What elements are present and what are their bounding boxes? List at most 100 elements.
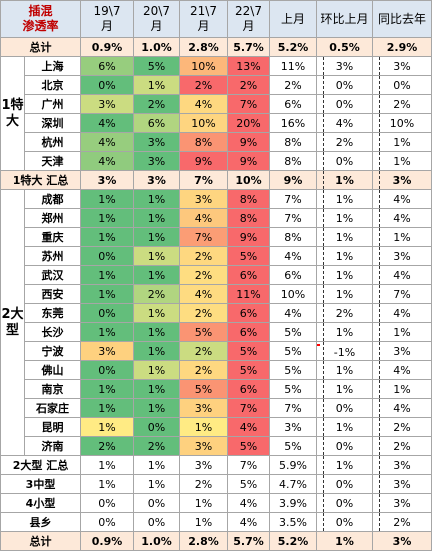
cell-text: 3%	[393, 496, 411, 510]
value-cell: 0%	[80, 246, 135, 266]
cell-text: 7%	[194, 173, 213, 187]
value-cell: 2%	[179, 246, 229, 266]
value-cell: 1%	[133, 265, 181, 285]
cell-text: 0%	[335, 477, 354, 491]
value-cell: 0%	[316, 94, 374, 114]
cell-text: 2.8%	[188, 534, 219, 548]
bar-axis	[322, 437, 324, 455]
table-row: 1特大 上海 6% 5% 10% 13% 11% 3% 3%	[0, 56, 432, 171]
cell-text: 1%	[393, 154, 411, 168]
cell-text: 2%	[393, 420, 411, 434]
cell-text: 4%	[194, 287, 213, 301]
cell-text: 2%	[147, 287, 166, 301]
bar-axis	[322, 456, 324, 474]
table-row: 石家庄 1% 1% 3% 7% 7% 0% 4%	[1, 398, 432, 418]
cell-text: 0%	[335, 78, 354, 92]
value-cell: 1%	[80, 417, 135, 437]
value-cell: 0%	[80, 493, 135, 513]
row-label: 宁波	[23, 341, 82, 361]
cell-text: 3%	[392, 534, 412, 548]
value-cell: 0.9%	[80, 37, 135, 57]
value-cell: -1%	[316, 341, 374, 361]
cell-text: 4%	[393, 363, 411, 377]
value-cell: 1%	[179, 512, 229, 532]
cell-text: 5%	[284, 325, 302, 339]
row-label: 广州	[23, 94, 82, 114]
cell-text: 10%	[191, 116, 216, 130]
table-row: 总计 0.9% 1.0% 2.8% 5.7% 5.2% 1% 3%	[0, 531, 432, 551]
value-cell: 3%	[80, 94, 135, 114]
cell-text: 0.9%	[91, 40, 123, 54]
value-cell: 7%	[179, 227, 229, 247]
header-cell: 22\7 月	[227, 0, 271, 38]
value-cell: 0%	[80, 512, 135, 532]
value-cell: 0%	[316, 75, 374, 95]
bar-axis	[378, 209, 380, 227]
value-cell: 8%	[227, 208, 271, 228]
table-row: 佛山 0% 1% 2% 5% 5% 1% 4%	[1, 360, 432, 380]
cell-text: 2%	[194, 249, 213, 263]
cell-text: 2%	[194, 477, 213, 491]
cell-text: 5%	[194, 325, 213, 339]
value-cell: 3%	[269, 417, 318, 437]
value-cell: 2%	[133, 284, 181, 304]
cell-text: 3%	[393, 249, 411, 263]
cell-text: 1%	[147, 268, 166, 282]
value-cell: 2%	[179, 474, 229, 494]
cell-text: 4%	[239, 420, 258, 434]
cell-text: 7%	[239, 458, 258, 472]
header-cell: 同比去年	[372, 0, 432, 38]
value-cell: 5.2%	[269, 531, 318, 551]
cell-text: 4%	[335, 116, 354, 130]
cell-text: 4%	[239, 515, 258, 529]
value-cell: 3%	[80, 170, 135, 190]
cell-text: 0%	[98, 249, 116, 263]
table-row: 4小型 0% 0% 1% 4% 3.9% 0% 3%	[0, 493, 432, 513]
value-cell: 5%	[269, 322, 318, 342]
header-text: 月	[150, 19, 163, 33]
bar-axis	[378, 418, 380, 436]
value-cell: 1%	[133, 227, 181, 247]
value-cell: 11%	[269, 56, 318, 76]
value-cell: 7%	[227, 398, 271, 418]
value-cell: 2%	[133, 94, 181, 114]
value-cell: 1%	[316, 360, 374, 380]
value-cell: 1%	[372, 379, 432, 399]
cell-text: 8%	[239, 192, 258, 206]
value-cell: 3%	[372, 170, 432, 190]
cell-text: 0.5%	[329, 40, 360, 54]
bar-axis	[378, 95, 380, 113]
value-cell: 3%	[372, 474, 432, 494]
value-cell: 2%	[316, 132, 374, 152]
value-cell: 0%	[133, 512, 181, 532]
value-cell: 1%	[80, 379, 135, 399]
cell-text: 3%	[97, 173, 117, 187]
value-cell: 2%	[316, 303, 374, 323]
value-cell: 1%	[316, 170, 374, 190]
cell-text: 9%	[194, 154, 213, 168]
bar-axis	[322, 152, 324, 170]
cell-text: 1%	[147, 211, 166, 225]
value-cell: 3%	[133, 132, 181, 152]
bar-axis	[378, 171, 380, 189]
value-cell: 4%	[80, 113, 135, 133]
bar-axis	[322, 190, 324, 208]
cell-text: 5.7%	[233, 40, 264, 54]
cell-text: 4%	[393, 401, 411, 415]
value-cell: 2%	[179, 360, 229, 380]
cell-text: 3%	[194, 458, 213, 472]
value-cell: 5%	[269, 436, 318, 456]
value-cell: 2.8%	[179, 37, 229, 57]
value-cell: 5%	[133, 56, 181, 76]
cell-text: 1%	[147, 477, 166, 491]
cell-text: 1%	[335, 173, 354, 187]
cell-text: 6%	[239, 306, 258, 320]
header-text: 同比去年	[378, 11, 427, 26]
value-cell: 1%	[316, 455, 374, 475]
row-label: 西安	[23, 284, 82, 304]
bar-axis	[322, 475, 324, 493]
table-row: 2大型 汇总 1% 1% 3% 7% 5.9% 1% 3%	[0, 455, 432, 475]
table-row: 深圳 4% 6% 10% 20% 16% 4% 10%	[1, 113, 432, 133]
value-cell: 6%	[133, 113, 181, 133]
value-cell: 3.5%	[269, 512, 318, 532]
